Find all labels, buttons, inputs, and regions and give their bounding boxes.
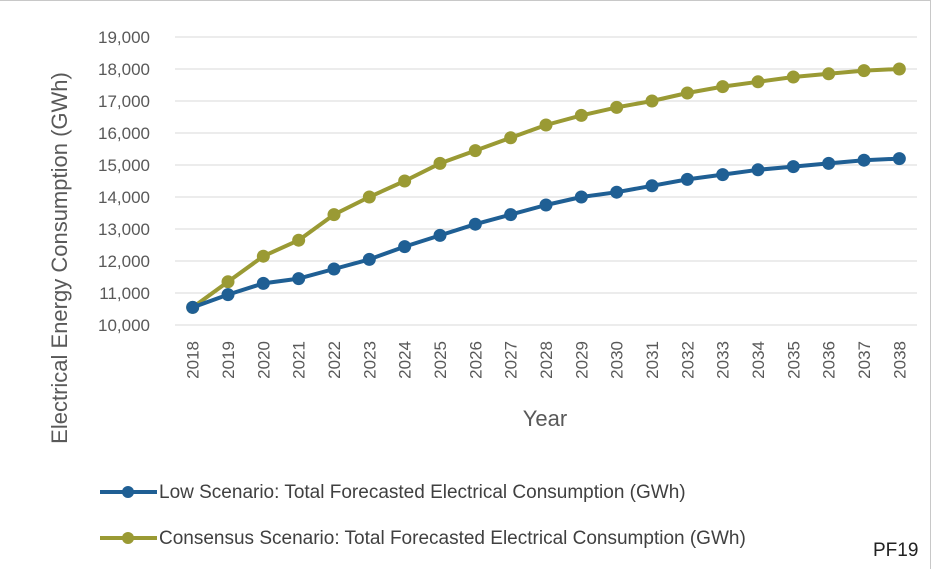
- data-point-low: [751, 163, 765, 177]
- x-tick-label: 2034: [749, 341, 768, 379]
- y-tick-label: 16,000: [98, 124, 150, 143]
- data-point-consensus: [327, 208, 341, 222]
- data-point-consensus: [433, 156, 447, 170]
- x-axis-title: Year: [523, 406, 567, 431]
- data-point-low: [504, 208, 518, 222]
- y-tick-label: 14,000: [98, 188, 150, 207]
- legend: Low Scenario: Total Forecasted Electrica…: [100, 482, 746, 549]
- x-tick-label: 2036: [820, 341, 839, 379]
- data-point-consensus: [786, 70, 800, 84]
- data-point-consensus: [892, 62, 906, 76]
- x-tick-label: 2020: [254, 341, 273, 379]
- x-tick-label: 2028: [537, 341, 556, 379]
- data-point-consensus: [857, 64, 871, 78]
- x-tick-label: 2019: [219, 341, 238, 379]
- data-point-consensus: [680, 86, 694, 100]
- y-tick-label: 13,000: [98, 220, 150, 239]
- data-point-consensus: [504, 131, 518, 145]
- x-tick-label: 2027: [502, 341, 521, 379]
- x-tick-label: 2033: [714, 341, 733, 379]
- x-tick-label: 2037: [855, 341, 874, 379]
- y-tick-label: 10,000: [98, 316, 150, 335]
- data-point-low: [433, 228, 447, 242]
- gridlines: [175, 36, 917, 326]
- data-point-low: [680, 172, 694, 186]
- legend-item-low: Low Scenario: Total Forecasted Electrica…: [100, 482, 686, 503]
- data-point-consensus: [362, 190, 376, 204]
- data-point-low: [610, 185, 624, 199]
- x-tick-labels: 2018 2019 2020 2021 2022 2023 2024 2025 2026 2027…: [184, 341, 910, 379]
- x-tick-label: 2018: [184, 341, 203, 379]
- y-tick-labels: 10,000 11,000 12,000 13,000 14,000 15,000 16,0…: [98, 28, 150, 335]
- data-point-consensus: [574, 108, 588, 122]
- data-point-low: [256, 276, 270, 290]
- legend-label-low: Low Scenario: Total Forecasted Electrica…: [159, 482, 686, 503]
- y-axis-title: Electrical Energy Consumption (GWh): [47, 72, 72, 444]
- y-tick-label: 18,000: [98, 60, 150, 79]
- data-point-consensus: [751, 75, 765, 89]
- x-tick-label: 2025: [431, 341, 450, 379]
- x-tick-label: 2023: [360, 341, 379, 379]
- series-line-consensus: [191, 67, 900, 310]
- data-point-low: [716, 168, 730, 182]
- data-point-consensus: [822, 67, 836, 81]
- data-point-low: [221, 288, 235, 302]
- x-tick-label: 2022: [325, 341, 344, 379]
- y-tick-label: 19,000: [98, 28, 150, 47]
- data-point-low: [539, 198, 553, 212]
- y-tick-label: 17,000: [98, 92, 150, 111]
- data-point-low: [292, 272, 306, 286]
- data-point-consensus: [292, 233, 306, 247]
- legend-marker-low: [122, 486, 134, 498]
- data-point-consensus: [256, 249, 270, 263]
- data-point-consensus: [398, 174, 412, 188]
- data-point-low: [362, 252, 376, 266]
- x-tick-label: 2032: [678, 341, 697, 379]
- data-point-low: [398, 240, 412, 254]
- x-tick-label: 2021: [290, 341, 309, 379]
- data-point-consensus: [539, 118, 553, 132]
- x-tick-label: 2026: [466, 341, 485, 379]
- x-tick-label: 2024: [396, 341, 415, 379]
- data-point-low: [892, 152, 906, 166]
- data-point-low: [822, 156, 836, 170]
- data-point-low: [574, 190, 588, 204]
- data-point-consensus: [221, 275, 235, 289]
- y-tick-label: 11,000: [99, 284, 150, 303]
- data-point-low: [327, 262, 341, 276]
- legend-item-consensus: Consensus Scenario: Total Forecasted Ele…: [100, 528, 746, 549]
- data-point-low: [857, 153, 871, 167]
- legend-marker-consensus: [122, 532, 134, 544]
- x-tick-label: 2030: [608, 341, 627, 379]
- data-point-consensus: [610, 100, 624, 114]
- data-point-low: [786, 160, 800, 174]
- data-point-consensus: [716, 80, 730, 94]
- series-low: [186, 152, 906, 314]
- data-point-low: [186, 300, 200, 314]
- figure-code: PF19: [873, 540, 918, 561]
- y-tick-label: 12,000: [98, 252, 150, 271]
- data-point-consensus: [468, 144, 482, 158]
- data-point-consensus: [645, 94, 659, 108]
- legend-label-consensus: Consensus Scenario: Total Forecasted Ele…: [159, 528, 746, 549]
- data-point-low: [468, 217, 482, 231]
- series-lines: [186, 62, 906, 314]
- x-tick-label: 2038: [890, 341, 909, 379]
- data-point-low: [645, 179, 659, 193]
- x-tick-label: 2029: [572, 341, 591, 379]
- x-tick-label: 2035: [784, 341, 803, 379]
- x-tick-label: 2031: [643, 341, 662, 379]
- y-tick-label: 15,000: [98, 156, 150, 175]
